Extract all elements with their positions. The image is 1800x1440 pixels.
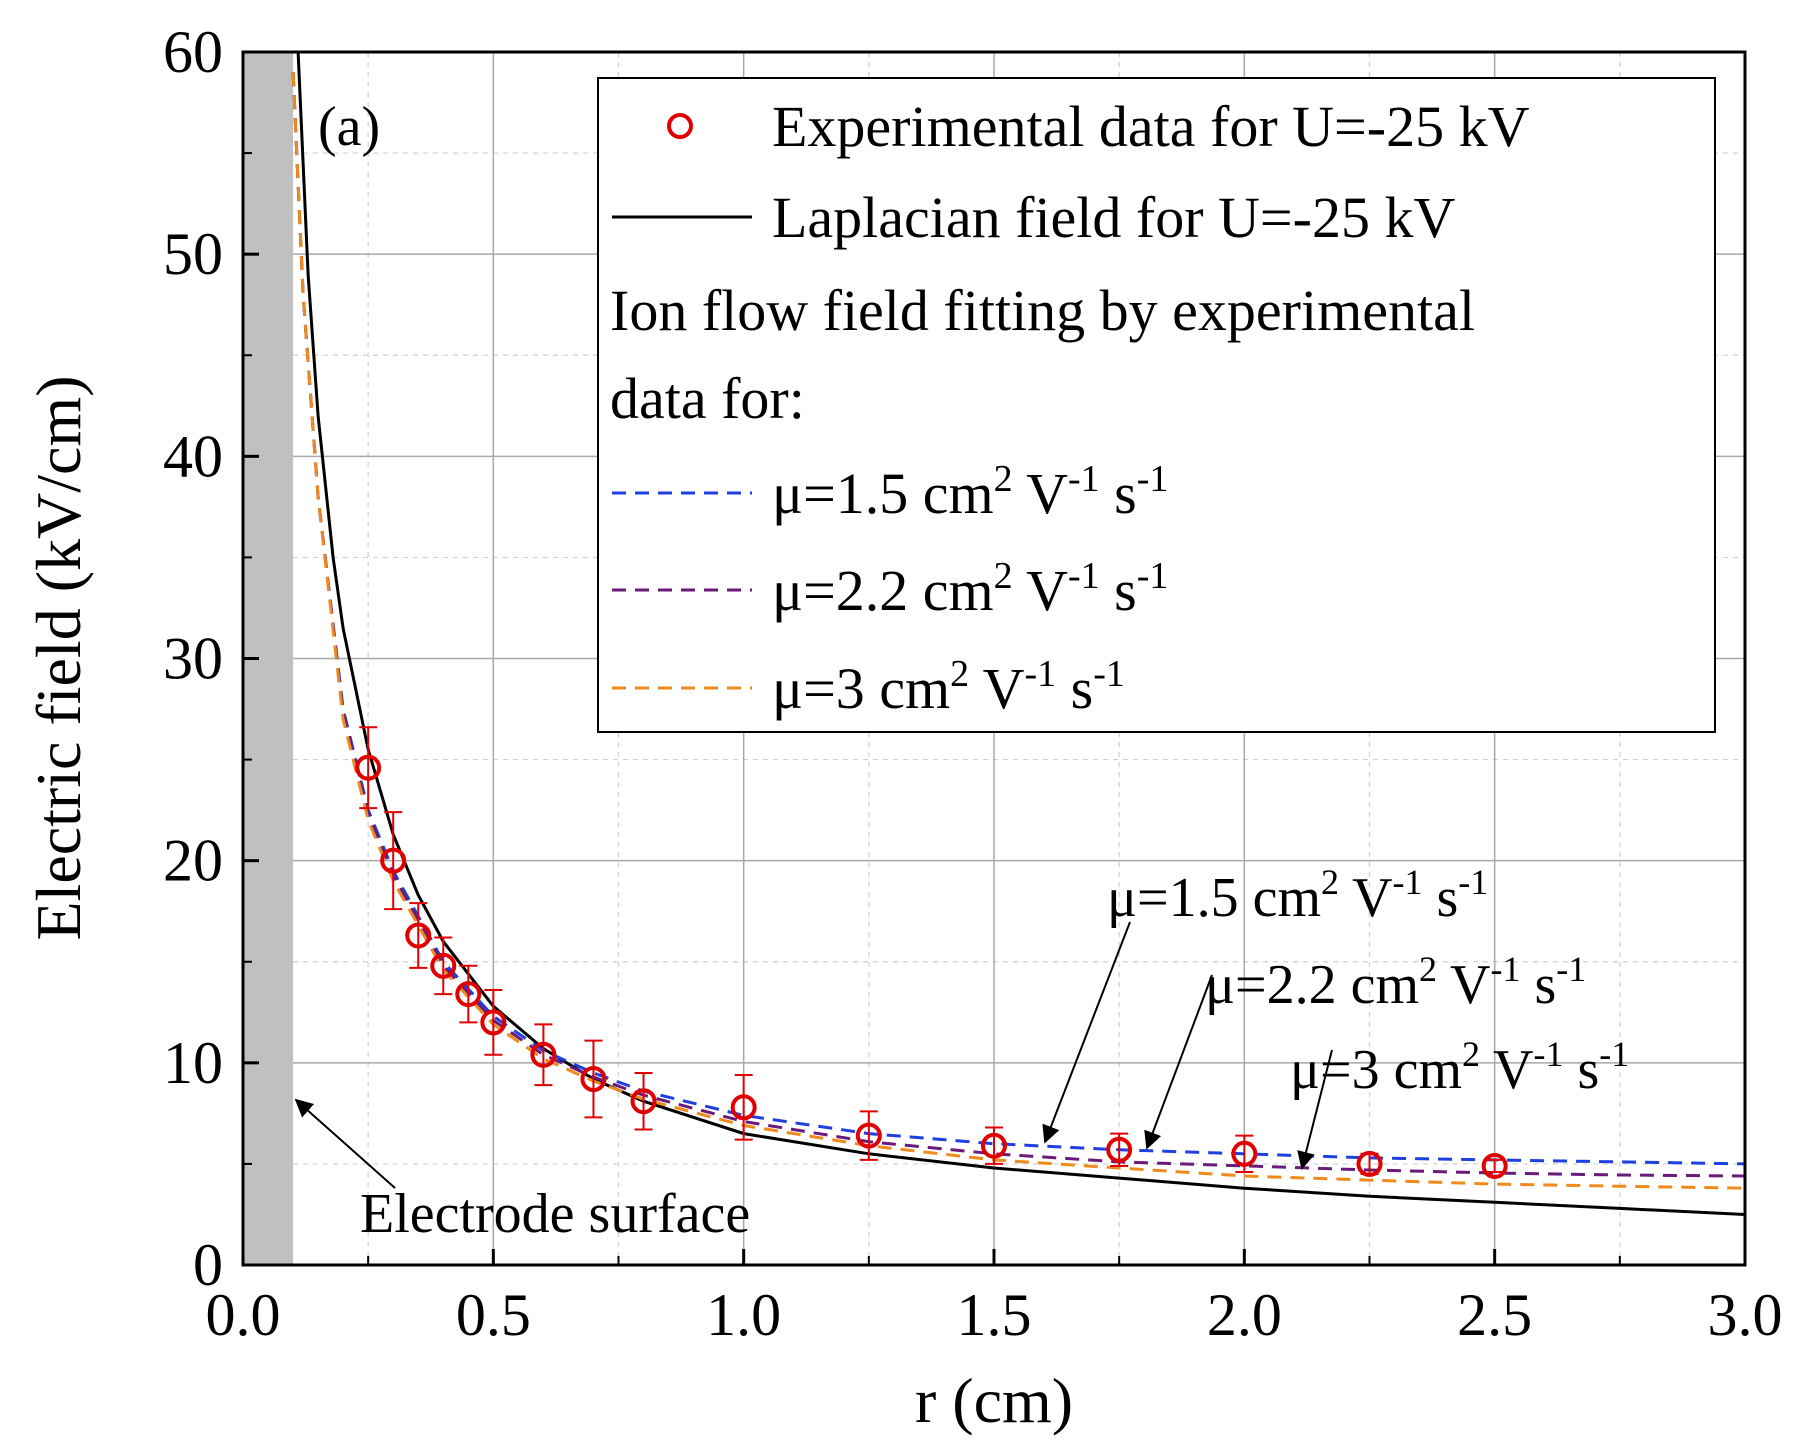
x-tick-label: 1.0 <box>706 1282 781 1348</box>
series-line-laplacian <box>296 52 1745 1216</box>
data-marker <box>1106 1136 1133 1163</box>
x-axis-label: r (cm) <box>915 1365 1073 1436</box>
experimental-point <box>1356 1150 1383 1177</box>
arrow-mu3 <box>1297 1049 1333 1170</box>
data-marker <box>730 1094 757 1121</box>
legend-label-experimental: Experimental data for U=-25 kV <box>772 94 1530 159</box>
data-marker <box>1481 1152 1508 1179</box>
axis-ticks: 0.0 0.5 1.0 1.5 2.0 2.5 3.0 0 10 20 30 40 50 60 <box>163 19 1783 1348</box>
y-tick-label: 40 <box>163 423 223 489</box>
legend-label-mu22: μ=2.2 cm2 V-1 s-1 <box>772 555 1168 623</box>
experimental-point <box>530 1023 557 1087</box>
annotation-mu22: μ=2.2 cm2 V-1 s-1 <box>1205 949 1586 1016</box>
experimental-point <box>630 1071 657 1131</box>
experimental-point <box>455 964 482 1024</box>
legend-label-ion-flow: Ion flow field fitting by experimental <box>610 278 1475 343</box>
experimental-point <box>1106 1132 1133 1167</box>
experimental-point <box>355 726 382 810</box>
legend-box <box>597 77 1716 733</box>
series-line-mu3 <box>291 72 1745 1190</box>
legend-label-mu3: μ=3 cm2 V-1 s-1 <box>772 653 1125 721</box>
data-marker <box>981 1132 1007 1159</box>
experimental-point <box>1481 1152 1508 1179</box>
data-marker <box>455 981 482 1008</box>
arrow-mu15 <box>1042 921 1131 1144</box>
experimental-point <box>380 811 407 911</box>
experimental-point <box>1231 1134 1258 1174</box>
experimental-point <box>981 1126 1007 1165</box>
data-marker <box>855 1122 882 1149</box>
data-marker <box>480 1009 507 1036</box>
data-marker <box>630 1088 657 1115</box>
experimental-point <box>430 936 457 996</box>
panel-label: (a) <box>318 96 380 158</box>
y-tick-label: 20 <box>163 828 223 894</box>
annotation-mu3: μ=3 cm2 V-1 s-1 <box>1290 1034 1629 1101</box>
experimental-point <box>580 1039 607 1119</box>
experimental-points <box>355 726 1508 1179</box>
y-tick-label: 0 <box>193 1232 223 1298</box>
x-tick-label: 2.0 <box>1207 1282 1282 1348</box>
annotation-mu15: μ=1.5 cm2 V-1 s-1 <box>1107 862 1488 929</box>
experimental-point <box>855 1110 882 1161</box>
experimental-point <box>405 902 432 969</box>
x-tick-label: 0.5 <box>456 1282 531 1348</box>
x-tick-label: 0.0 <box>206 1282 281 1348</box>
x-tick-label: 3.0 <box>1708 1282 1783 1348</box>
arrow-electrode <box>294 1098 396 1189</box>
data-marker <box>405 922 432 949</box>
series-lines <box>291 52 1745 1216</box>
arrow-mu22 <box>1144 974 1213 1150</box>
y-axis-label: Electric field (kV/cm) <box>23 375 94 940</box>
legend-label-laplacian: Laplacian field for U=-25 kV <box>772 185 1455 250</box>
experimental-point <box>730 1073 757 1141</box>
legend-label-mu15: μ=1.5 cm2 V-1 s-1 <box>772 458 1168 526</box>
x-tick-label: 2.5 <box>1457 1282 1532 1348</box>
data-marker <box>355 754 382 781</box>
legend: Experimental data for U=-25 kV Laplacian… <box>597 77 1716 733</box>
experimental-point <box>480 989 507 1056</box>
legend-label-data-for: data for: <box>610 366 805 431</box>
y-tick-label: 50 <box>163 221 223 287</box>
data-marker <box>430 952 457 979</box>
annotations: Electrode surface μ=1.5 cm2 V-1 s-1 μ=2.… <box>294 862 1629 1245</box>
data-marker <box>1231 1140 1258 1167</box>
legend-marker-experimental <box>667 113 693 139</box>
series-line-mu22 <box>291 72 1745 1178</box>
x-tick-label: 1.5 <box>957 1282 1032 1348</box>
y-tick-label: 30 <box>163 626 223 692</box>
data-marker <box>580 1066 607 1093</box>
annotation-electrode-surface: Electrode surface <box>360 1183 750 1245</box>
data-marker <box>380 847 407 874</box>
y-tick-label: 10 <box>163 1030 223 1096</box>
data-marker <box>530 1041 557 1068</box>
data-marker <box>1356 1150 1383 1177</box>
y-tick-label: 60 <box>163 19 223 85</box>
